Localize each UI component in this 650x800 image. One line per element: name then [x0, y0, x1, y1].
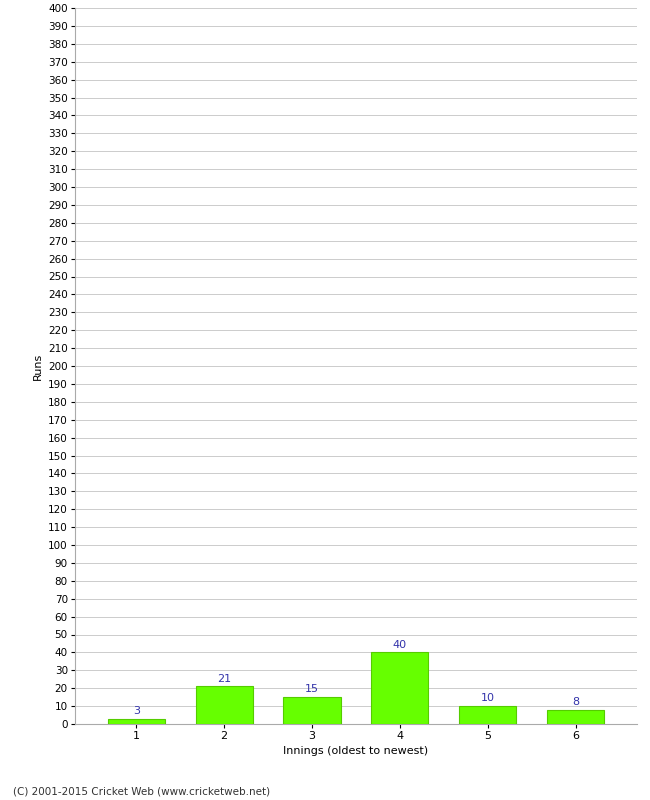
- Text: 21: 21: [217, 674, 231, 684]
- X-axis label: Innings (oldest to newest): Innings (oldest to newest): [283, 746, 428, 757]
- Bar: [196, 686, 253, 724]
- Text: 3: 3: [133, 706, 140, 716]
- Text: 40: 40: [393, 640, 407, 650]
- Text: 8: 8: [572, 697, 579, 707]
- Text: 10: 10: [480, 694, 495, 703]
- Text: (C) 2001-2015 Cricket Web (www.cricketweb.net): (C) 2001-2015 Cricket Web (www.cricketwe…: [13, 786, 270, 796]
- Y-axis label: Runs: Runs: [32, 352, 42, 380]
- Bar: [371, 653, 428, 724]
- Bar: [108, 718, 165, 724]
- Bar: [547, 710, 604, 724]
- Bar: [283, 697, 341, 724]
- Text: 15: 15: [305, 685, 319, 694]
- Bar: [459, 706, 516, 724]
